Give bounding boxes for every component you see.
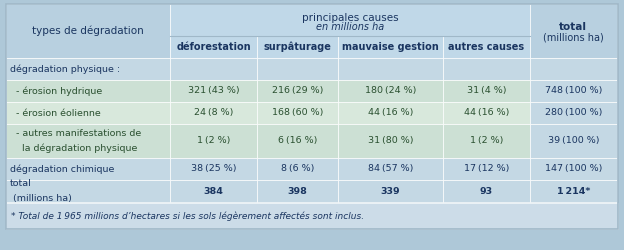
Bar [170, 158, 257, 180]
Bar [443, 158, 530, 180]
Bar [170, 58, 257, 80]
Text: * Total de 1 965 millions d’hectares si les sols légèrement affectés sont inclus: * Total de 1 965 millions d’hectares si … [11, 211, 364, 221]
Bar [257, 102, 338, 124]
Text: la dégradation physique: la dégradation physique [10, 143, 137, 153]
Bar [170, 80, 257, 102]
Bar [6, 158, 170, 180]
Text: total: total [10, 180, 32, 188]
Text: types de dégradation: types de dégradation [32, 26, 144, 36]
Text: dégradation chimique: dégradation chimique [10, 164, 114, 174]
Text: (millions ha): (millions ha) [543, 32, 603, 42]
Text: - autres manifestations de: - autres manifestations de [10, 130, 141, 138]
Text: 384: 384 [203, 186, 223, 196]
Text: 38 (25 %): 38 (25 %) [191, 164, 236, 173]
Text: 24 (8 %): 24 (8 %) [194, 108, 233, 118]
Text: - érosion éolienne: - érosion éolienne [10, 108, 100, 118]
Bar [338, 158, 443, 180]
Text: 44 (16 %): 44 (16 %) [368, 108, 413, 118]
Text: 31 (80 %): 31 (80 %) [368, 136, 413, 145]
Bar [257, 58, 338, 80]
Text: en millions ha: en millions ha [316, 22, 384, 32]
Text: 1 214*: 1 214* [557, 186, 590, 196]
Bar [530, 80, 617, 102]
Bar [6, 180, 170, 202]
Text: 8 (6 %): 8 (6 %) [281, 164, 314, 173]
Text: 748 (100 %): 748 (100 %) [545, 86, 602, 96]
Bar [257, 36, 338, 58]
Bar [6, 102, 170, 124]
Bar [6, 80, 170, 102]
Bar [338, 180, 443, 202]
Bar [257, 124, 338, 158]
Bar [443, 58, 530, 80]
Text: (millions ha): (millions ha) [10, 194, 72, 202]
Text: - érosion hydrique: - érosion hydrique [10, 86, 102, 96]
Text: surpâturage: surpâturage [263, 42, 331, 52]
Bar [443, 80, 530, 102]
Text: 147 (100 %): 147 (100 %) [545, 164, 602, 173]
Text: 398: 398 [288, 186, 307, 196]
Bar [257, 158, 338, 180]
Bar [6, 203, 618, 229]
Text: 6 (16 %): 6 (16 %) [278, 136, 317, 145]
Bar [6, 4, 170, 58]
Bar [6, 58, 170, 80]
Bar [530, 4, 617, 58]
Bar [338, 80, 443, 102]
Bar [170, 180, 257, 202]
Text: 1 (2 %): 1 (2 %) [470, 136, 503, 145]
Bar [170, 102, 257, 124]
Bar [170, 124, 257, 158]
Text: 93: 93 [480, 186, 493, 196]
Text: 321 (43 %): 321 (43 %) [188, 86, 239, 96]
Bar [257, 180, 338, 202]
Text: 84 (57 %): 84 (57 %) [368, 164, 413, 173]
Bar [443, 36, 530, 58]
Bar [530, 58, 617, 80]
Text: autres causes: autres causes [449, 42, 525, 52]
Text: 39 (100 %): 39 (100 %) [548, 136, 599, 145]
Bar [530, 124, 617, 158]
Text: 339: 339 [381, 186, 400, 196]
Bar [443, 124, 530, 158]
Text: mauvaise gestion: mauvaise gestion [342, 42, 439, 52]
Bar [6, 124, 170, 158]
Bar [443, 102, 530, 124]
Bar [530, 180, 617, 202]
Text: 44 (16 %): 44 (16 %) [464, 108, 509, 118]
Bar [170, 4, 530, 36]
Bar [338, 102, 443, 124]
Bar [338, 36, 443, 58]
Text: déforestation: déforestation [176, 42, 251, 52]
Bar [338, 58, 443, 80]
Bar [530, 158, 617, 180]
Bar [443, 180, 530, 202]
Text: 168 (60 %): 168 (60 %) [271, 108, 323, 118]
Text: principales causes: principales causes [301, 13, 398, 23]
Text: total: total [559, 22, 587, 32]
Text: 180 (24 %): 180 (24 %) [364, 86, 416, 96]
Text: dégradation physique :: dégradation physique : [10, 64, 120, 74]
Bar [338, 124, 443, 158]
Bar [530, 102, 617, 124]
Bar [170, 36, 257, 58]
Text: 31 (4 %): 31 (4 %) [467, 86, 506, 96]
Text: 216 (29 %): 216 (29 %) [271, 86, 323, 96]
Text: 1 (2 %): 1 (2 %) [197, 136, 230, 145]
Text: 280 (100 %): 280 (100 %) [545, 108, 602, 118]
Bar [257, 80, 338, 102]
Text: 17 (12 %): 17 (12 %) [464, 164, 509, 173]
